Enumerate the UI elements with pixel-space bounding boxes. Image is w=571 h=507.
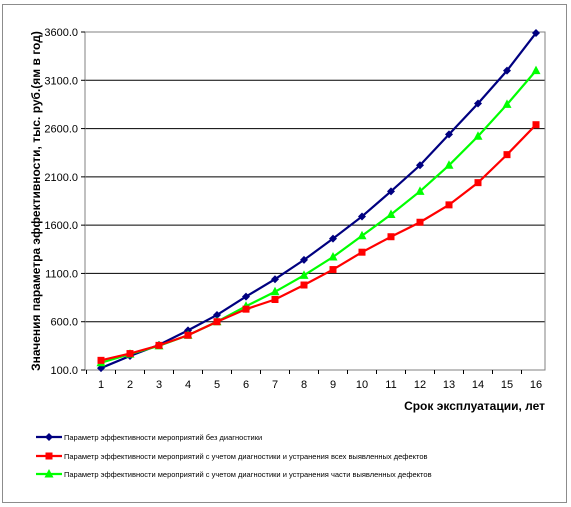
data-point bbox=[97, 356, 105, 364]
series-3 bbox=[96, 65, 541, 367]
data-point bbox=[213, 310, 221, 319]
x-axis-title: Срок эксплуатации, лет bbox=[404, 399, 545, 413]
data-point bbox=[503, 151, 511, 159]
legend-item: Параметр эффективности мероприятий без д… bbox=[36, 433, 262, 442]
data-point bbox=[473, 131, 483, 140]
legend-marker bbox=[44, 469, 54, 478]
data-point bbox=[213, 318, 221, 326]
data-point bbox=[270, 286, 280, 296]
legend-label: Параметр эффективности мероприятий с уче… bbox=[64, 452, 428, 461]
x-tick-label: 5 bbox=[214, 379, 220, 391]
data-point bbox=[357, 230, 367, 240]
data-point bbox=[503, 66, 511, 75]
y-axis-title: Значения параметра эффективности, тыс. р… bbox=[29, 31, 43, 371]
data-point bbox=[329, 266, 337, 274]
y-tick-label: 3100.0 bbox=[44, 75, 78, 87]
grid-lines bbox=[85, 31, 545, 371]
x-tick-label: 1 bbox=[98, 379, 104, 391]
chart-frame bbox=[2, 4, 567, 503]
data-point bbox=[444, 160, 454, 169]
data-point bbox=[300, 255, 308, 264]
x-tick-label: 6 bbox=[243, 379, 249, 391]
data-point bbox=[242, 292, 250, 301]
legend-marker bbox=[45, 452, 53, 460]
data-point bbox=[532, 121, 540, 129]
y-tick-label: 2600.0 bbox=[44, 124, 78, 136]
data-point bbox=[386, 209, 396, 219]
x-tick-label: 9 bbox=[330, 379, 336, 391]
data-point bbox=[416, 161, 424, 170]
legend-marker bbox=[45, 433, 53, 441]
legend-item: Параметр эффективности мероприятий с уче… bbox=[36, 452, 428, 461]
data-point bbox=[184, 331, 192, 339]
x-tick-label: 10 bbox=[356, 379, 368, 391]
legend-label: Параметр эффективности мероприятий без д… bbox=[64, 433, 262, 442]
series-2 bbox=[97, 121, 540, 364]
x-tick-label: 2 bbox=[127, 379, 133, 391]
data-point bbox=[474, 179, 482, 187]
x-tick-label: 15 bbox=[501, 379, 513, 391]
data-point bbox=[531, 65, 541, 75]
y-tick-label: 600.0 bbox=[50, 317, 78, 329]
plot-area bbox=[84, 31, 546, 371]
data-point bbox=[445, 130, 453, 139]
data-point bbox=[387, 233, 395, 241]
series-group bbox=[96, 28, 541, 373]
x-tick-label: 4 bbox=[185, 379, 191, 391]
data-point bbox=[299, 270, 309, 279]
data-point bbox=[415, 186, 425, 195]
legend-label: Параметр эффективности мероприятий с уче… bbox=[64, 470, 432, 479]
x-tick-label: 14 bbox=[472, 379, 484, 391]
x-tick-label: 16 bbox=[530, 379, 542, 391]
x-tick-label: 7 bbox=[272, 379, 278, 391]
data-point bbox=[502, 99, 512, 108]
series-line bbox=[100, 32, 537, 370]
data-point bbox=[532, 28, 540, 37]
series-line bbox=[100, 69, 537, 364]
data-point bbox=[126, 350, 134, 358]
series-line bbox=[100, 123, 537, 362]
data-point bbox=[242, 305, 250, 313]
y-tick-label: 100.0 bbox=[50, 365, 78, 377]
legend: Параметр эффективности мероприятий без д… bbox=[36, 433, 432, 479]
data-point bbox=[474, 99, 482, 108]
x-tick-label: 13 bbox=[443, 379, 455, 391]
data-point bbox=[300, 281, 308, 289]
data-point bbox=[329, 234, 337, 243]
y-tick-label: 2100.0 bbox=[44, 172, 78, 184]
y-tick-label: 3600.0 bbox=[44, 27, 78, 39]
data-point bbox=[155, 341, 163, 349]
data-point bbox=[358, 248, 366, 256]
data-point bbox=[358, 212, 366, 221]
data-point bbox=[416, 218, 424, 226]
x-tick-label: 11 bbox=[385, 379, 396, 391]
x-tick-label: 3 bbox=[156, 379, 162, 391]
y-tick-label: 1100.0 bbox=[45, 268, 78, 280]
data-point bbox=[271, 275, 279, 284]
x-tick-label: 12 bbox=[414, 379, 426, 391]
y-axis-ticks: 100.0 600.0 1100.0 1600.0 2100.0 2600.0 3100.0… bbox=[44, 27, 85, 377]
data-point bbox=[271, 296, 279, 304]
data-point bbox=[445, 201, 453, 209]
legend-item: Параметр эффективности мероприятий с уче… bbox=[36, 469, 432, 479]
x-axis-ticks: 1 2 3 4 5 6 7 8 9 10 11 12 13 14 15 16 bbox=[86, 370, 542, 391]
data-point bbox=[328, 252, 338, 261]
x-tick-label: 8 bbox=[301, 379, 307, 391]
data-point bbox=[387, 187, 395, 196]
y-tick-label: 1600.0 bbox=[44, 220, 78, 232]
